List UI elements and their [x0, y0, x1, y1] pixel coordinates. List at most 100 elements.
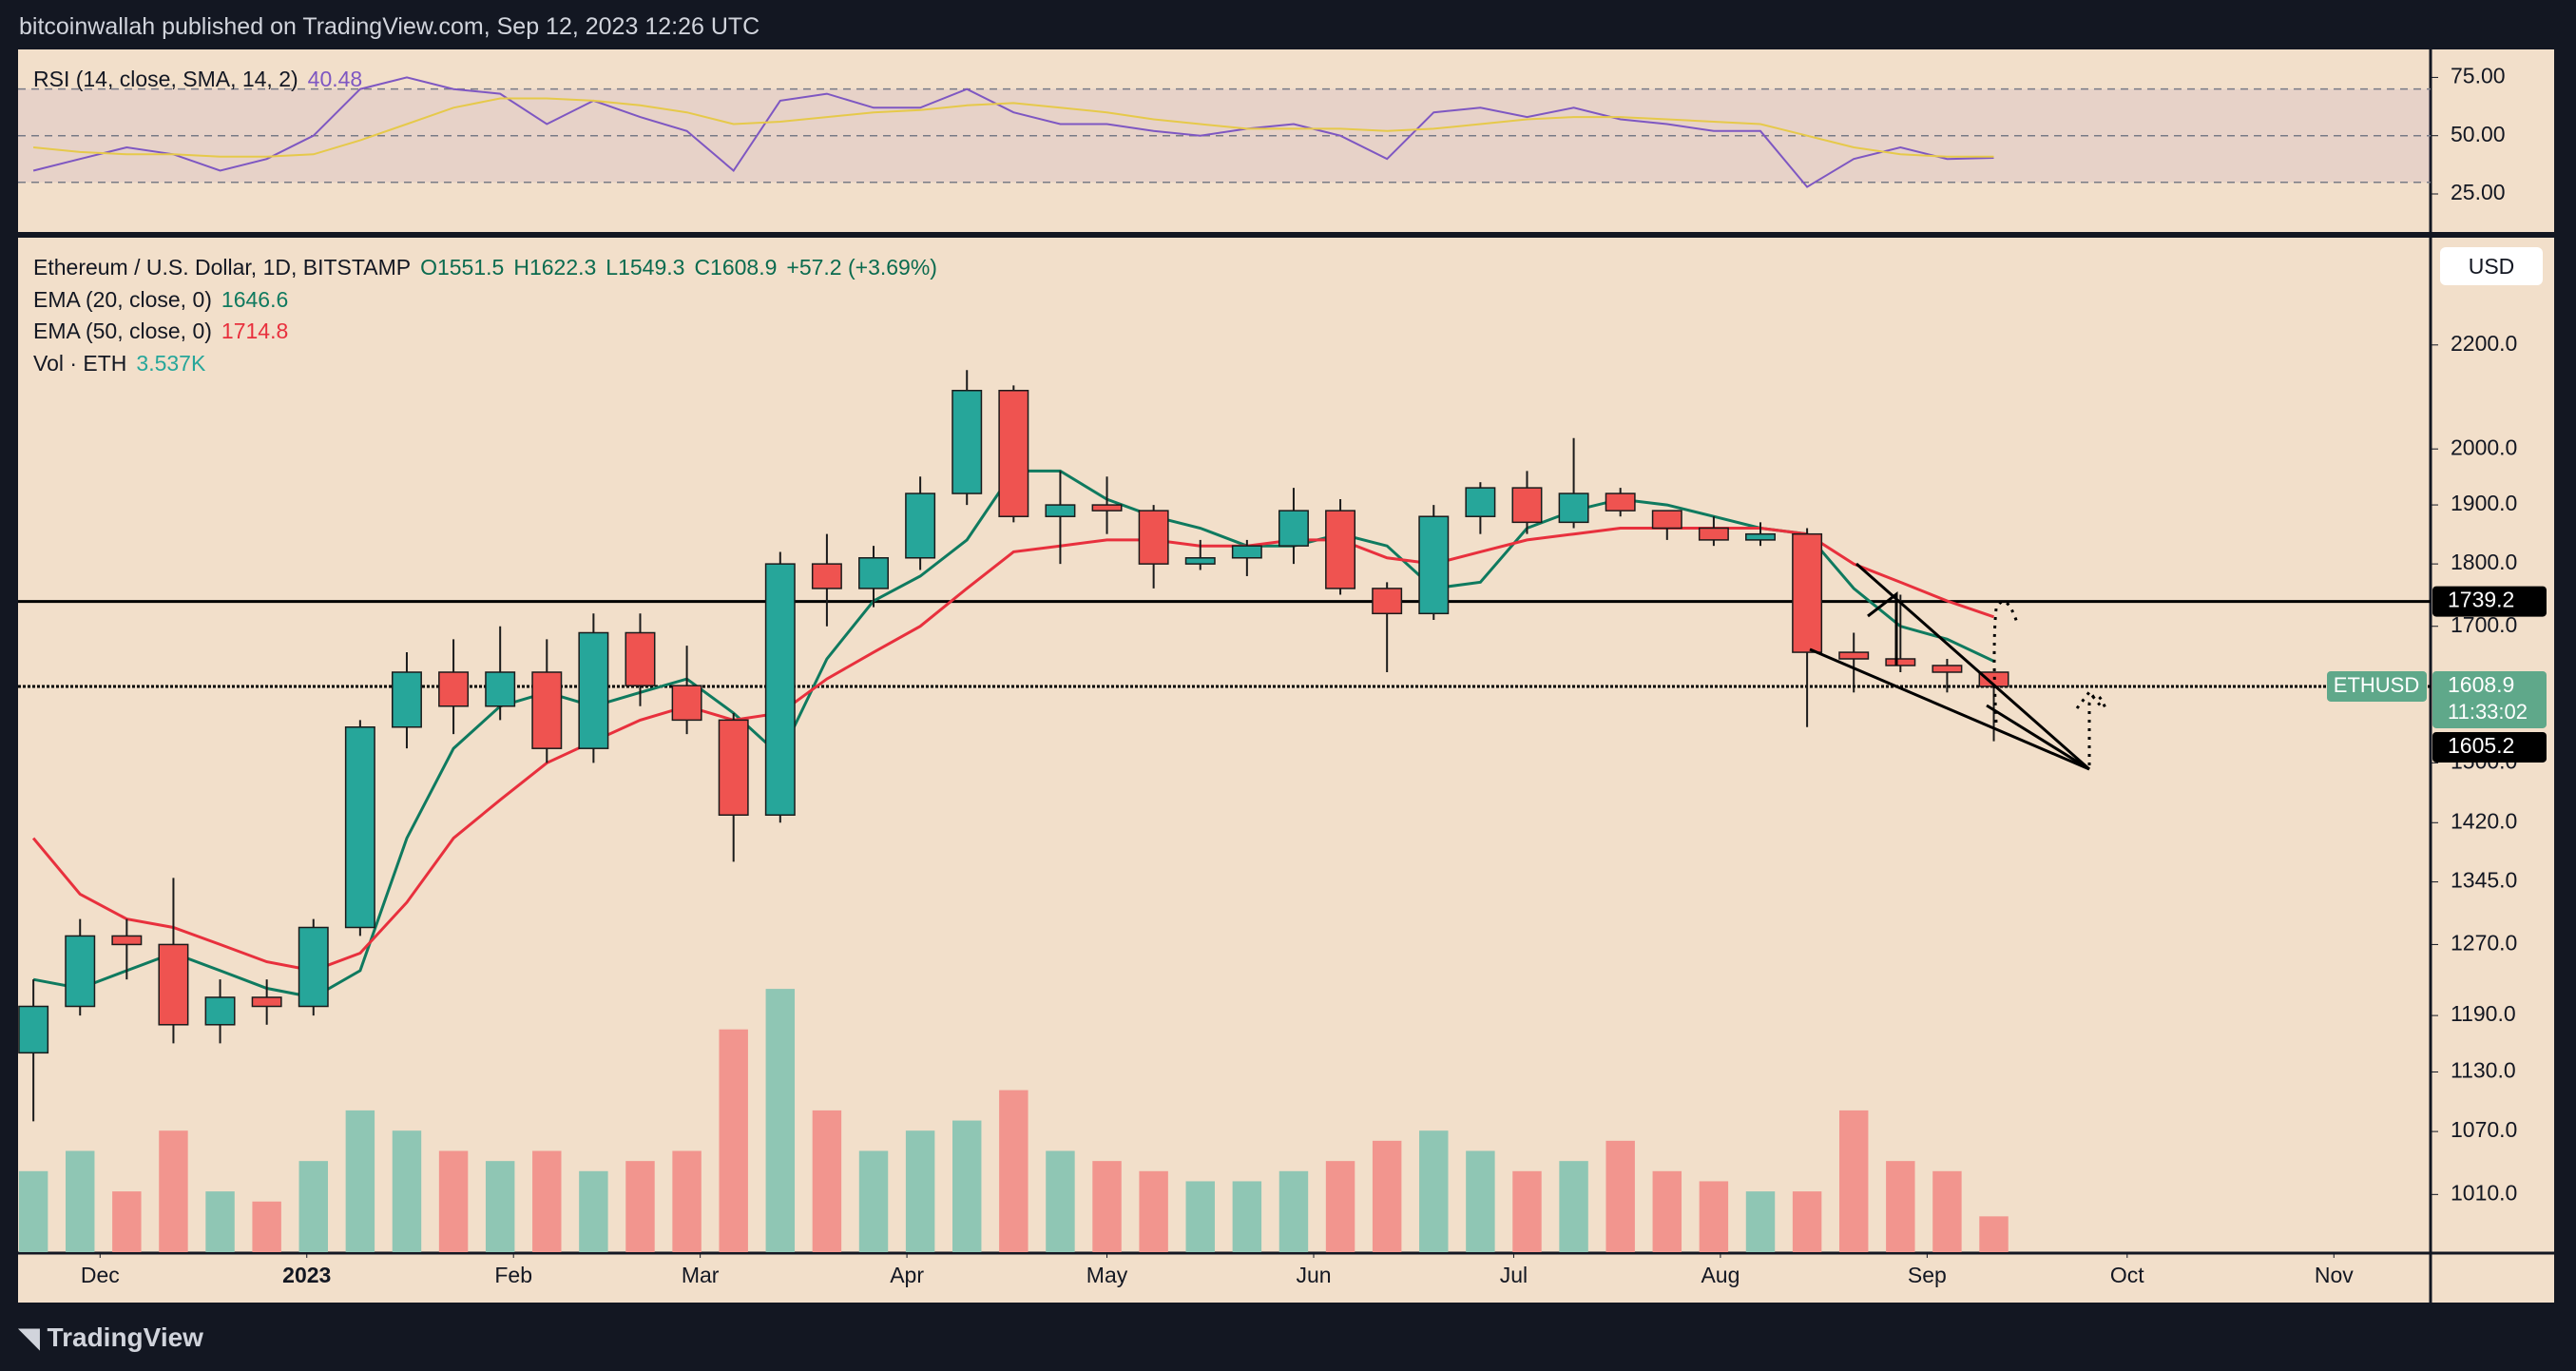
candle-body: [1325, 510, 1356, 589]
tradingview-logo: ◥ TradingView: [19, 1322, 203, 1353]
y-tick-label: 1190.0: [2451, 1001, 2516, 1026]
volume-bar: [765, 989, 796, 1252]
volume-bar: [1559, 1161, 1588, 1252]
candle-body: [158, 943, 189, 1026]
volume-bar: [812, 1110, 842, 1252]
y-tick-label: 50.00: [2451, 122, 2506, 146]
target-line: [1986, 704, 2090, 771]
rsi-value: 40.48: [307, 67, 363, 91]
volume-bar: [252, 1201, 281, 1252]
volume-bar: [1466, 1150, 1495, 1252]
candle-body: [998, 390, 1029, 517]
y-tick-label: 1270.0: [2451, 931, 2517, 956]
candle-body: [718, 719, 749, 816]
volume-bar: [1278, 1170, 1309, 1252]
rsi-legend: RSI (14, close, SMA, 14, 2) 40.48: [33, 67, 372, 92]
y-tick-label: 1130.0: [2451, 1058, 2516, 1083]
ohlc-value: +57.2 (+3.69%): [786, 255, 937, 280]
ema-name: EMA (50, close, 0): [33, 319, 212, 343]
candle-body: [1932, 665, 1963, 673]
volume-bar: [205, 1191, 235, 1252]
volume-bar: [1046, 1150, 1075, 1252]
x-tick-label: Jun: [1296, 1263, 1331, 1287]
volume-bar: [1185, 1181, 1215, 1252]
rsi-line: [33, 97, 1994, 158]
candle-body: [905, 492, 936, 559]
volume-bar: [1886, 1161, 1915, 1252]
volume-bar: [392, 1130, 422, 1252]
volume-bar: [1325, 1161, 1355, 1252]
volume-bar: [159, 1130, 188, 1252]
candle-body: [1511, 487, 1543, 524]
candle-body: [1745, 532, 1776, 541]
y-tick-label: 1420.0: [2451, 808, 2517, 833]
candle-body: [858, 557, 889, 589]
candle-body: [1138, 510, 1169, 565]
candle-body: [1651, 510, 1682, 530]
footer-text: TradingView: [47, 1323, 203, 1352]
volume-bar: [905, 1130, 935, 1252]
volume-bar: [1792, 1191, 1822, 1252]
y-tick-label: 2200.0: [2451, 331, 2517, 356]
candle-body: [251, 996, 282, 1008]
volume-bar: [579, 1170, 608, 1252]
y-tick-label: 1345.0: [2451, 868, 2517, 893]
volume-bar: [1979, 1216, 2009, 1252]
rsi-title: RSI (14, close, SMA, 14, 2): [33, 67, 298, 91]
candle-body: [764, 563, 796, 816]
candle-body: [438, 671, 470, 707]
x-tick-label: Feb: [494, 1263, 532, 1287]
candle-body: [485, 671, 516, 707]
candle-body: [65, 935, 96, 1008]
dotted-arrow: [2087, 693, 2107, 765]
ema-legend: EMA (50, close, 0) 1714.8: [33, 319, 298, 344]
x-tick-label: Dec: [81, 1263, 120, 1287]
price-label: 1739.2: [2448, 588, 2514, 612]
volume-bar: [532, 1150, 562, 1252]
ohlc-value: L1549.3: [606, 255, 685, 280]
volume-bar: [858, 1150, 889, 1252]
volume-bar: [719, 1029, 748, 1252]
dotted-arrow: [1992, 600, 2019, 724]
y-tick-label: 25.00: [2451, 180, 2506, 204]
arrow-drawing: [1867, 590, 1898, 666]
candle-body: [952, 390, 983, 494]
publish-header: bitcoinwallah published on TradingView.c…: [19, 13, 760, 40]
volume-bar: [1512, 1170, 1542, 1252]
candle-body: [111, 935, 143, 946]
extra-label-box: [2432, 731, 2547, 763]
ohlc-value: O1551.5: [420, 255, 505, 280]
candle-body: [1372, 588, 1403, 615]
volume-bar: [1605, 1140, 1635, 1252]
volume-bar: [1092, 1161, 1122, 1252]
x-tick-label: Nov: [2315, 1263, 2354, 1287]
candle-body: [811, 563, 842, 589]
currency-button[interactable]: USD: [2440, 247, 2543, 285]
volume-bar: [1745, 1191, 1776, 1252]
candle-body: [1184, 557, 1216, 565]
x-tick-label: Mar: [682, 1263, 720, 1287]
candle-body: [1698, 527, 1729, 541]
candle-body: [391, 671, 422, 728]
ema-value: 1646.6: [221, 287, 289, 312]
last-price-box: [2432, 670, 2547, 728]
candle-body: [298, 926, 329, 1008]
candle-body: [671, 685, 702, 722]
volume-bar: [66, 1150, 95, 1252]
symbol-title: Ethereum / U.S. Dollar, 1D, BITSTAMP: [33, 255, 412, 280]
candle-body: [1885, 658, 1916, 666]
candle-body: [1418, 515, 1450, 615]
ohlc-value: C1608.9: [694, 255, 778, 280]
y-tick-label: 1900.0: [2451, 491, 2517, 515]
volume-bar: [1419, 1130, 1449, 1252]
x-tick-label: Apr: [890, 1263, 924, 1287]
y-tick-label: 1800.0: [2451, 550, 2517, 574]
candle-body: [1465, 487, 1496, 517]
wedge-lower-line: [1809, 647, 2090, 771]
price-legend: Ethereum / U.S. Dollar, 1D, BITSTAMP O155…: [33, 255, 956, 280]
candle-body: [578, 631, 609, 749]
volume-bar: [625, 1161, 655, 1252]
drawings: [1809, 562, 2107, 771]
